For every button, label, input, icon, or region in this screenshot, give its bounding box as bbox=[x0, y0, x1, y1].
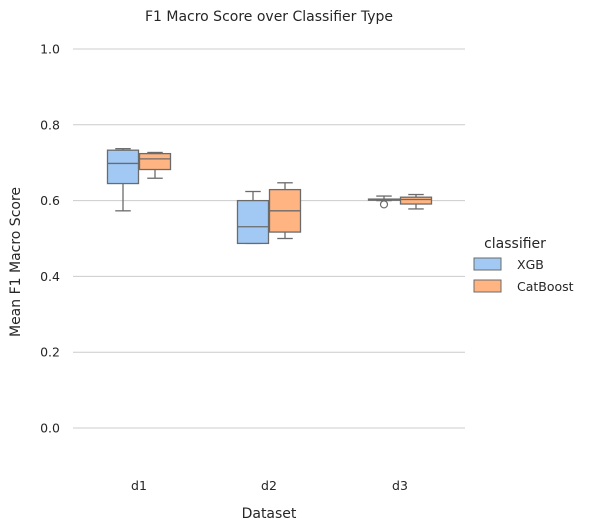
x-tick-label: d1 bbox=[131, 478, 147, 493]
box-iqr bbox=[138, 152, 172, 171]
legend: classifier XGB CatBoost bbox=[473, 236, 574, 294]
y-tick-label: 0.2 bbox=[40, 345, 60, 360]
x-tick-label: d3 bbox=[392, 478, 408, 493]
x-tick-label: d2 bbox=[261, 478, 277, 493]
legend-label: CatBoost bbox=[517, 279, 574, 294]
y-tick-label: 0.6 bbox=[40, 193, 60, 208]
y-tick-label: 0.8 bbox=[40, 117, 60, 132]
box-xgb-d3 bbox=[367, 195, 401, 209]
box-plots bbox=[106, 148, 433, 245]
y-axis-label: Mean F1 Macro Score bbox=[8, 187, 24, 337]
y-tick-label: 0.4 bbox=[40, 269, 60, 284]
x-tick-labels: d1 d2 d3 bbox=[131, 478, 408, 493]
legend-label: XGB bbox=[517, 257, 544, 272]
grid-lines bbox=[73, 48, 465, 429]
box-iqr bbox=[236, 199, 270, 245]
legend-swatch bbox=[473, 257, 502, 271]
x-axis-label: Dataset bbox=[242, 506, 297, 522]
legend-item-catboost: CatBoost bbox=[473, 279, 574, 294]
y-tick-label: 0.0 bbox=[40, 421, 60, 436]
box-iqr bbox=[106, 149, 140, 185]
box-xgb-d2 bbox=[236, 190, 270, 245]
chart-title: F1 Macro Score over Classifier Type bbox=[145, 9, 393, 25]
box-xgb-d1 bbox=[106, 148, 140, 212]
box-catboost-d2 bbox=[268, 182, 302, 240]
legend-item-xgb: XGB bbox=[473, 257, 544, 272]
y-tick-label: 1.0 bbox=[40, 42, 60, 57]
legend-swatch bbox=[473, 279, 502, 293]
box-iqr bbox=[399, 196, 433, 205]
y-tick-labels: 0.0 0.2 0.4 0.6 0.8 1.0 bbox=[40, 42, 60, 436]
box-catboost-d1 bbox=[138, 151, 172, 179]
box-catboost-d3 bbox=[399, 193, 433, 210]
legend-title: classifier bbox=[484, 236, 546, 252]
outlier-point bbox=[379, 200, 389, 209]
